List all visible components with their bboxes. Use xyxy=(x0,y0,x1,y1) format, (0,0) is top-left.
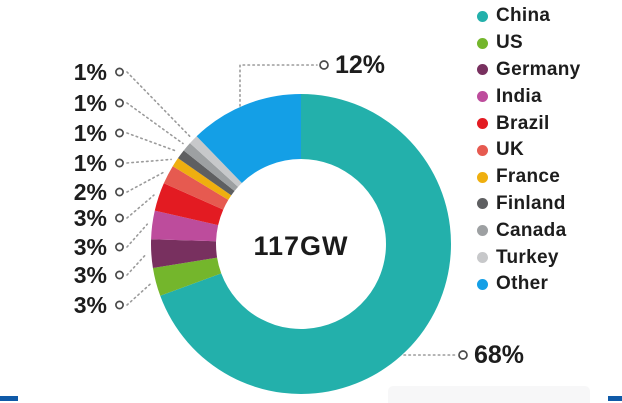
pct-label-turkey: 1% xyxy=(74,59,107,85)
leader-line-uk xyxy=(126,171,165,193)
leader-line-germany xyxy=(126,253,148,276)
leader-line-brazil xyxy=(126,194,155,219)
slice-canada xyxy=(183,143,239,192)
slice-germany xyxy=(151,239,218,268)
legend-item-germany: Germany xyxy=(477,57,580,84)
legend-item-finland: Finland xyxy=(477,191,580,218)
legend: China US Germany India Brazil UK France Finland… xyxy=(477,3,580,298)
legend-swatch-other xyxy=(477,278,488,290)
slice-france xyxy=(172,158,232,200)
legend-swatch-uk xyxy=(477,144,488,156)
leader-marker-france xyxy=(115,158,124,168)
legend-swatch-india xyxy=(477,91,488,103)
legend-label-germany: Germany xyxy=(496,58,581,80)
legend-item-india: India xyxy=(477,83,580,110)
legend-item-france: France xyxy=(477,164,580,191)
leader-line-other xyxy=(239,64,318,107)
slice-turkey xyxy=(189,136,242,187)
slice-brazil xyxy=(154,183,224,226)
legend-swatch-france xyxy=(477,171,488,183)
leader-marker-other xyxy=(319,60,329,70)
center-total-label: 117GW xyxy=(253,231,348,261)
legend-label-canada: Canada xyxy=(496,219,567,241)
pct-label-brazil: 3% xyxy=(74,205,107,231)
leader-line-canada xyxy=(126,102,184,145)
legend-item-us: US xyxy=(477,30,580,57)
background-panel xyxy=(388,386,590,403)
pct-label-france: 1% xyxy=(74,150,107,176)
legend-label-turkey: Turkey xyxy=(496,246,559,268)
legend-item-uk: UK xyxy=(477,137,580,164)
legend-swatch-germany xyxy=(477,64,488,76)
legend-swatch-brazil xyxy=(477,118,488,130)
legend-label-us: US xyxy=(496,32,523,54)
legend-label-france: France xyxy=(496,166,561,188)
leader-marker-uk xyxy=(115,187,124,197)
legend-label-uk: UK xyxy=(496,139,525,161)
legend-label-other: Other xyxy=(496,273,549,295)
leader-line-us xyxy=(126,282,152,306)
leader-marker-china xyxy=(458,350,468,360)
legend-swatch-canada xyxy=(477,225,488,237)
pct-label-canada: 1% xyxy=(74,90,107,116)
legend-label-india: India xyxy=(496,85,542,107)
legend-item-turkey: Turkey xyxy=(477,244,580,271)
leader-line-turkey xyxy=(126,71,191,137)
legend-swatch-china xyxy=(477,10,488,22)
leader-line-finland xyxy=(126,132,178,153)
pct-label-finland: 1% xyxy=(74,120,107,146)
leader-marker-us xyxy=(115,300,124,310)
pct-label-germany: 3% xyxy=(74,262,107,288)
pct-label-india: 3% xyxy=(74,234,107,260)
legend-item-other: Other xyxy=(477,271,580,298)
legend-swatch-finland xyxy=(477,198,488,210)
leader-marker-canada xyxy=(115,98,124,108)
slice-india xyxy=(151,210,219,242)
leader-line-france xyxy=(126,158,172,164)
leader-marker-germany xyxy=(115,270,124,280)
leader-marker-turkey xyxy=(115,67,124,77)
leader-marker-india xyxy=(115,242,124,252)
legend-item-brazil: Brazil xyxy=(477,110,580,137)
leader-line-india xyxy=(126,223,149,248)
legend-label-finland: Finland xyxy=(496,192,566,214)
legend-label-brazil: Brazil xyxy=(496,112,550,134)
leader-marker-brazil xyxy=(115,213,124,223)
legend-item-canada: Canada xyxy=(477,217,580,244)
footer-bar-left xyxy=(0,396,18,401)
legend-item-china: China xyxy=(477,3,580,30)
legend-swatch-us xyxy=(477,37,488,49)
slice-finland xyxy=(177,150,235,196)
pct-label-china: 68% xyxy=(474,341,524,369)
footer-bar-right xyxy=(608,396,622,401)
pct-label-other: 12% xyxy=(335,51,385,79)
pct-label-uk: 2% xyxy=(74,179,107,205)
slice-us xyxy=(152,257,222,296)
slice-uk xyxy=(163,166,229,210)
pct-label-us: 3% xyxy=(74,292,107,318)
legend-label-china: China xyxy=(496,5,551,27)
slice-other xyxy=(196,94,301,183)
leader-marker-finland xyxy=(115,128,124,138)
legend-swatch-turkey xyxy=(477,252,488,264)
slice-china xyxy=(160,94,451,394)
